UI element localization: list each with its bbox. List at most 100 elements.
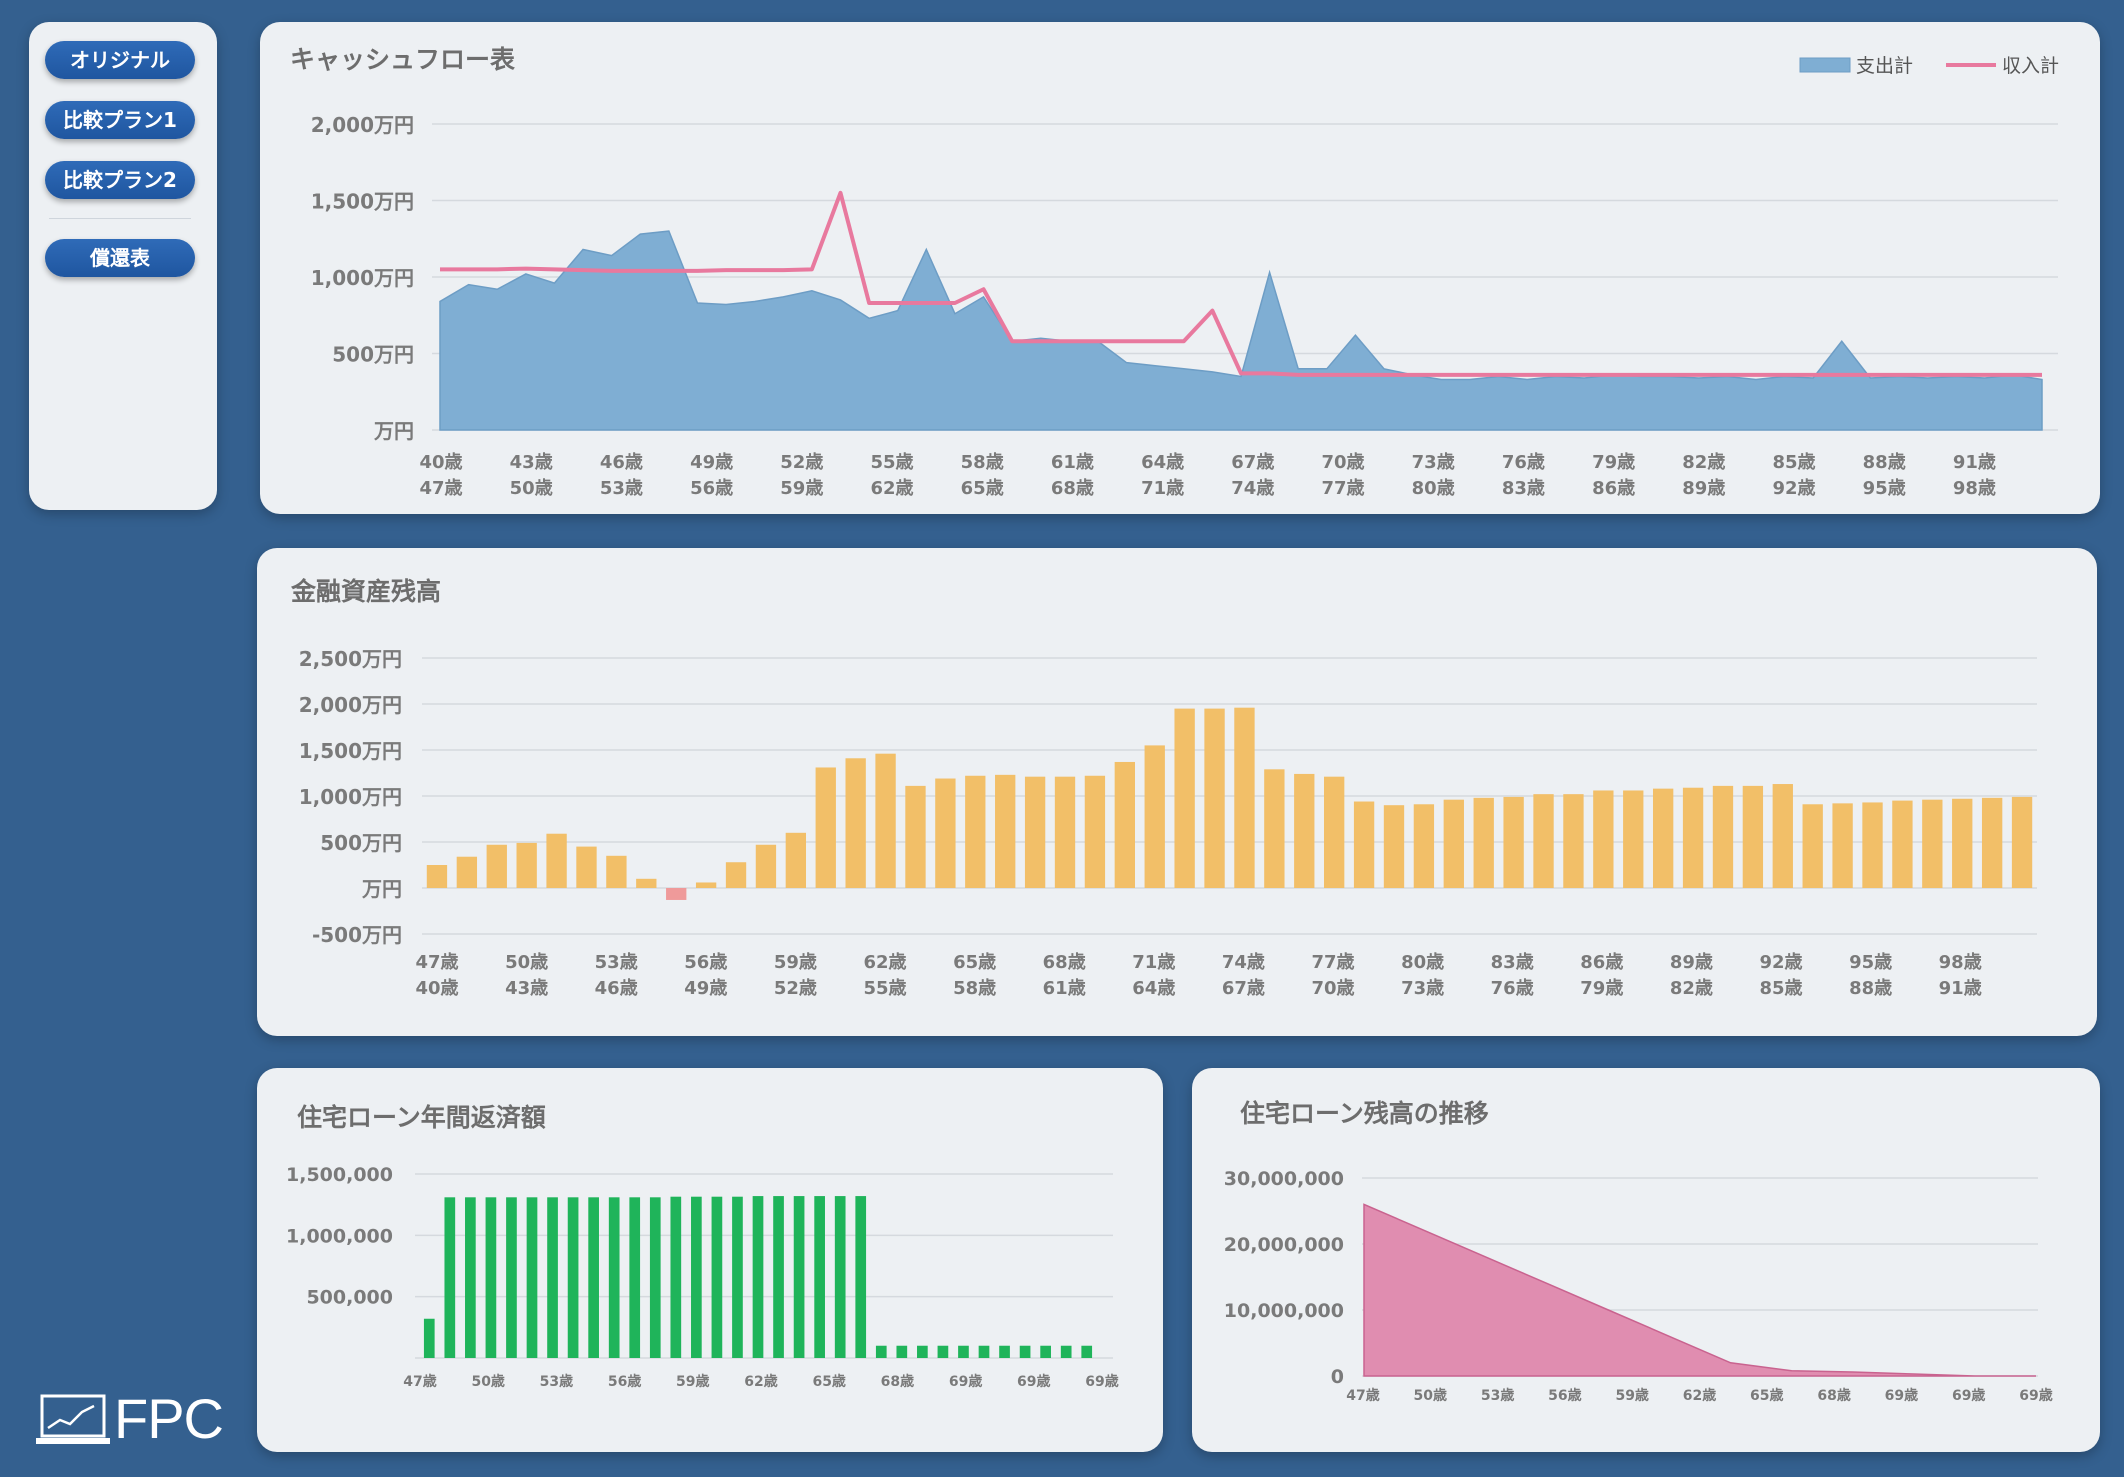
x-tick-label-row2: 88歳 xyxy=(1849,978,1892,999)
x-tick-label: 80歳 xyxy=(1401,952,1444,973)
asset-panel: 金融資産残高 -500万円 万円 500万円 1,000万円 1,500万円 2,000万… xyxy=(257,548,2097,1036)
y-tick-label: 万円 xyxy=(373,419,414,443)
x-tick-label-row2: 92歳 xyxy=(1772,478,1815,499)
x-tick-label-row2: 55歳 xyxy=(863,978,906,999)
asset-bar xyxy=(1084,775,1106,888)
x-tick-label: 82歳 xyxy=(1682,452,1725,473)
repay-bar xyxy=(506,1197,517,1358)
y-tick-label: 1,000万円 xyxy=(299,785,402,809)
asset-bar xyxy=(1892,800,1913,888)
asset-bar xyxy=(1742,785,1764,888)
x-tick-label-row2: 86歳 xyxy=(1592,478,1635,499)
asset-bar xyxy=(1024,776,1046,888)
y-tick-label: -500万円 xyxy=(312,923,402,947)
x-tick-label-row2: 70歳 xyxy=(1311,978,1354,999)
repay-bar xyxy=(465,1197,476,1358)
legend-expense-label: 支出計 xyxy=(1856,55,1913,77)
asset-bar xyxy=(995,774,1016,888)
asset-bar xyxy=(1563,794,1584,888)
x-tick-label-row2: 61歳 xyxy=(1043,978,1086,999)
x-tick-label: 56歳 xyxy=(1548,1387,1581,1404)
y-tick-label: 20,000,000 xyxy=(1224,1234,1344,1256)
asset-bar xyxy=(1832,803,1853,888)
y-tick-label: 1,500,000 xyxy=(286,1164,393,1186)
repay-chart: 500,000 1,000,000 1,500,000 47歳 50歳 53歳 56歳 59歳… xyxy=(286,1164,1119,1390)
x-tick-label: 69歳 xyxy=(1085,1373,1118,1390)
asset-title: 金融資産残高 xyxy=(291,577,442,606)
nav-schedule-button[interactable]: 償還表 xyxy=(45,239,195,277)
nav-divider xyxy=(49,218,191,219)
asset-bar xyxy=(1772,784,1793,888)
x-tick-label-row2: 89歳 xyxy=(1682,478,1725,499)
nav-plan2-button[interactable]: 比較プラン2 xyxy=(45,161,195,199)
y-tick-label: 10,000,000 xyxy=(1224,1300,1344,1322)
x-tick-label: 65歳 xyxy=(812,1373,845,1390)
x-tick-label-row2: 76歳 xyxy=(1491,978,1534,999)
x-tick-label: 62歳 xyxy=(744,1373,777,1390)
x-tick-label-row2: 52歳 xyxy=(774,978,817,999)
repay-bar xyxy=(1060,1345,1072,1358)
y-tick-label: 500,000 xyxy=(306,1287,393,1309)
repay-bar xyxy=(629,1197,641,1358)
x-tick-label-row2: 68歳 xyxy=(1051,478,1094,499)
asset-bar xyxy=(1623,790,1644,888)
x-tick-label: 53歳 xyxy=(1481,1387,1514,1404)
x-tick-label: 88歳 xyxy=(1863,452,1906,473)
y-tick-label: 500万円 xyxy=(320,831,402,855)
asset-bar xyxy=(935,778,956,888)
asset-bar xyxy=(965,775,986,888)
asset-bar xyxy=(456,856,478,888)
asset-bar xyxy=(516,842,537,888)
asset-bar xyxy=(875,753,896,888)
balance-area xyxy=(1363,1203,2036,1377)
repay-panel: 住宅ローン年間返済額 500,000 1,000,000 1,500,000 47歳 5… xyxy=(257,1068,1163,1452)
x-tick-label: 69歳 xyxy=(949,1373,982,1390)
x-tick-label-row2: 59歳 xyxy=(780,478,823,499)
x-tick-label: 73歳 xyxy=(1412,452,1455,473)
x-tick-label: 95歳 xyxy=(1849,952,1892,973)
asset-bar xyxy=(725,862,747,888)
y-tick-label: 1,500万円 xyxy=(311,190,414,214)
x-tick-label: 98歳 xyxy=(1939,952,1982,973)
x-tick-label-row2: 77歳 xyxy=(1321,478,1364,499)
repay-bar xyxy=(1019,1345,1031,1358)
x-tick-label: 58歳 xyxy=(961,452,1004,473)
y-tick-label: 500万円 xyxy=(332,343,414,367)
repay-bar xyxy=(978,1345,990,1358)
asset-bar xyxy=(606,855,627,888)
x-tick-label: 62歳 xyxy=(1683,1387,1716,1404)
nav-plan1-button[interactable]: 比較プラン1 xyxy=(45,101,195,139)
asset-bar xyxy=(785,832,807,888)
y-tick-label: 2,500万円 xyxy=(299,647,402,671)
repay-bar xyxy=(855,1196,867,1358)
x-tick-label-row2: 71歳 xyxy=(1141,478,1184,499)
repay-bar xyxy=(999,1345,1010,1358)
nav-original-button[interactable]: オリジナル xyxy=(45,41,195,79)
x-tick-label: 59歳 xyxy=(1615,1387,1648,1404)
x-tick-label: 71歳 xyxy=(1132,952,1175,973)
x-tick-label: 50歳 xyxy=(471,1373,504,1390)
x-tick-label: 56歳 xyxy=(684,952,727,973)
x-tick-label: 69歳 xyxy=(1017,1373,1050,1390)
asset-bar xyxy=(1503,796,1524,888)
asset-bar xyxy=(1981,797,2003,888)
repay-bar xyxy=(608,1197,620,1358)
asset-bar xyxy=(1114,761,1135,888)
x-tick-label: 91歳 xyxy=(1953,452,1996,473)
x-tick-label-row2: 46歳 xyxy=(595,978,638,999)
x-tick-label: 92歳 xyxy=(1759,952,1802,973)
asset-bar xyxy=(1174,708,1195,888)
income-line xyxy=(440,190,2042,377)
repay-bar xyxy=(649,1197,661,1358)
asset-bar xyxy=(1383,805,1405,888)
balance-panel: 住宅ローン残高の推移 0 10,000,000 20,000,000 30,000,0… xyxy=(1192,1068,2100,1452)
asset-bar xyxy=(1682,787,1704,888)
asset-bar xyxy=(576,846,597,888)
x-tick-label: 43歳 xyxy=(510,452,553,473)
asset-bar xyxy=(1264,769,1285,888)
asset-bar xyxy=(1443,799,1464,888)
repay-bar xyxy=(423,1318,435,1358)
asset-bar xyxy=(1353,801,1375,888)
y-tick-label: 30,000,000 xyxy=(1224,1168,1344,1190)
asset-bar xyxy=(426,865,448,888)
